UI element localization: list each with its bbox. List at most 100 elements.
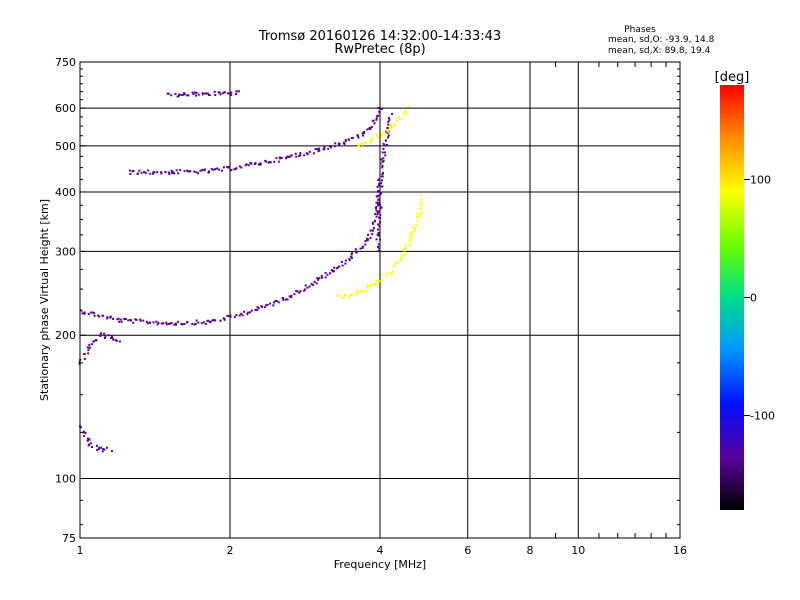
data-point [139, 319, 142, 322]
data-point [206, 92, 209, 95]
data-point [371, 137, 374, 140]
data-point [192, 93, 195, 96]
data-point [102, 448, 105, 451]
data-point [177, 172, 180, 175]
data-point [165, 323, 168, 326]
data-point [115, 339, 118, 342]
colorbar-gradient [720, 85, 744, 510]
data-point [174, 92, 177, 95]
data-point [375, 279, 378, 282]
data-point [230, 93, 233, 96]
data-point [377, 231, 380, 234]
data-point [338, 143, 341, 146]
data-point [379, 216, 382, 219]
data-point [257, 163, 260, 166]
data-point [106, 316, 109, 319]
data-point [175, 169, 178, 172]
data-point [401, 117, 404, 120]
data-point [226, 166, 229, 169]
data-point [240, 312, 243, 315]
data-point [294, 152, 297, 155]
data-point [383, 144, 386, 147]
data-point [295, 290, 298, 293]
data-point [83, 312, 86, 315]
data-point [178, 93, 181, 96]
data-point [259, 162, 262, 165]
data-point [379, 185, 382, 188]
data-point [88, 346, 91, 349]
data-point [130, 319, 133, 322]
data-point [362, 134, 365, 137]
data-point [336, 294, 339, 297]
data-point [235, 90, 238, 93]
data-point [92, 340, 95, 343]
data-point [162, 322, 165, 325]
data-point [415, 223, 418, 226]
data-point [171, 170, 174, 173]
data-point [174, 323, 177, 326]
data-point [338, 142, 341, 145]
data-point [377, 201, 380, 204]
data-point [352, 294, 355, 297]
data-point [156, 171, 159, 174]
data-point [376, 233, 379, 236]
data-point [240, 166, 243, 169]
data-point [343, 142, 346, 145]
data-point [364, 243, 367, 246]
data-point [373, 122, 376, 125]
data-point [412, 226, 415, 229]
data-point [290, 154, 293, 157]
data-point [135, 318, 138, 321]
data-point [164, 170, 167, 173]
x-tick-label: 10 [571, 544, 585, 557]
data-point [387, 116, 390, 119]
data-point [371, 222, 374, 225]
data-point [395, 262, 398, 265]
data-point [413, 230, 416, 233]
data-point [405, 244, 408, 247]
data-point [378, 210, 381, 213]
data-point [369, 128, 372, 131]
data-point [153, 171, 156, 174]
chart-title: Tromsø 20160126 14:32:00-14:33:43 [258, 29, 501, 44]
data-point [89, 311, 92, 314]
y-tick-label: 300 [55, 245, 76, 258]
data-point [118, 320, 121, 323]
chart-subtitle: RwPretec (8p) [334, 42, 425, 57]
data-point [189, 170, 192, 173]
data-point [208, 94, 211, 97]
data-point [93, 314, 96, 317]
data-point [183, 93, 186, 96]
data-point [103, 336, 106, 339]
data-point [160, 171, 163, 174]
data-point [343, 293, 346, 296]
data-point [361, 143, 364, 146]
data-point [284, 298, 287, 301]
y-axis-label: Stationary phase Virtual Height [km] [38, 199, 51, 401]
data-point [98, 446, 101, 449]
data-point [318, 147, 321, 150]
data-point [377, 114, 380, 117]
data-point [377, 189, 380, 192]
data-point [156, 323, 159, 326]
data-point [92, 311, 95, 314]
data-point [104, 335, 107, 338]
data-point [114, 339, 117, 342]
data-point [250, 309, 253, 312]
data-point [323, 146, 326, 149]
data-point [195, 171, 198, 174]
data-point [127, 319, 130, 322]
data-point [365, 289, 368, 292]
data-point [381, 134, 384, 137]
data-point [124, 318, 127, 321]
data-point [361, 132, 364, 135]
data-point [330, 269, 333, 272]
data-point [195, 94, 198, 97]
data-point [316, 147, 319, 150]
data-point [123, 317, 126, 320]
data-point [211, 319, 214, 322]
data-point [209, 321, 212, 324]
data-point [265, 304, 268, 307]
data-point [381, 131, 384, 134]
data-point [348, 257, 351, 260]
